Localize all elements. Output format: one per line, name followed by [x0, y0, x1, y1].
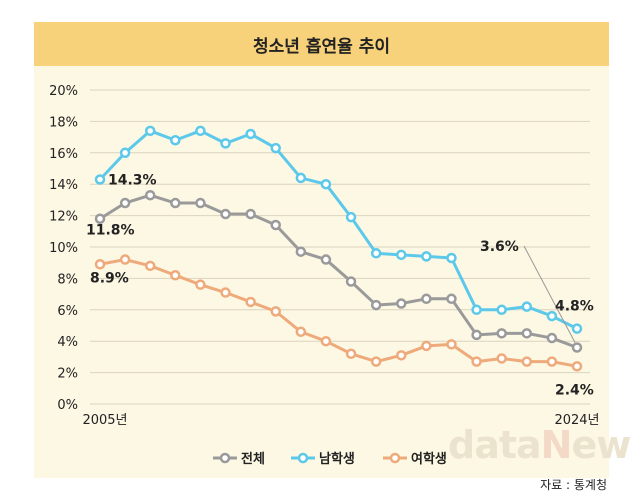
data-point	[170, 270, 181, 281]
data-point	[370, 299, 382, 311]
y-tick-label: 6%	[57, 304, 78, 319]
data-point	[195, 279, 206, 290]
data-point	[546, 356, 558, 367]
data-point	[421, 293, 432, 305]
data-point	[446, 293, 457, 305]
data-point	[94, 174, 106, 185]
data-point	[295, 172, 307, 184]
series-line	[98, 129, 578, 330]
data-label: 8.9%	[90, 270, 129, 286]
watermark-logo: dataNews	[448, 423, 631, 467]
data-point	[370, 248, 382, 259]
data-point	[119, 254, 131, 265]
data-point	[421, 251, 432, 262]
legend-label: 전체	[241, 451, 265, 467]
data-point	[270, 306, 281, 317]
source-note: 자료 : 통계청	[540, 478, 607, 492]
data-label: 3.6%	[480, 239, 519, 255]
data-point	[521, 301, 533, 312]
data-point	[220, 208, 231, 220]
data-point	[144, 189, 156, 201]
data-point	[94, 259, 106, 270]
data-point	[571, 342, 583, 353]
data-point	[94, 213, 106, 224]
data-point	[546, 332, 558, 344]
data-label: 2.4%	[555, 382, 594, 398]
data-point	[496, 353, 507, 364]
legend-label: 여학생	[411, 451, 447, 467]
data-point	[295, 326, 307, 338]
data-point	[195, 197, 206, 209]
x-tick-label: 2005년	[82, 413, 127, 428]
y-tick-label: 8%	[57, 272, 78, 287]
y-tick-label: 0%	[57, 398, 78, 413]
data-point	[446, 339, 457, 350]
y-tick-label: 10%	[49, 241, 78, 256]
data-point	[521, 356, 533, 367]
y-tick-label: 18%	[49, 115, 78, 130]
legend-swatch-marker	[297, 452, 309, 464]
data-point	[320, 335, 332, 347]
data-point	[496, 304, 507, 316]
legend-swatch-marker	[389, 452, 401, 464]
data-point	[119, 147, 131, 159]
data-point	[119, 197, 131, 209]
chart-title: 청소년 흡연율 추이	[34, 22, 609, 66]
data-point	[421, 340, 432, 352]
data-point	[245, 296, 256, 308]
data-label: 4.8%	[555, 299, 594, 315]
data-point	[471, 356, 482, 367]
data-point	[320, 254, 332, 265]
data-point	[370, 356, 382, 367]
legend-label: 남학생	[319, 451, 355, 467]
legend-swatch-marker	[219, 452, 231, 464]
data-point	[320, 178, 332, 190]
data-label: 11.8%	[86, 223, 135, 239]
data-point	[245, 128, 256, 140]
data-point	[521, 328, 533, 339]
data-point	[144, 125, 156, 137]
data-point	[345, 276, 357, 287]
y-tick-label: 20%	[49, 84, 78, 99]
data-point	[270, 142, 281, 154]
data-label: 14.3%	[108, 172, 157, 188]
annotation-leader-line	[523, 245, 576, 343]
data-point	[396, 350, 407, 361]
x-tick-label: 2024년	[554, 413, 599, 428]
data-point	[446, 252, 457, 264]
data-point	[345, 211, 357, 223]
y-tick-label: 12%	[49, 210, 78, 225]
data-point	[220, 287, 231, 298]
data-point	[345, 348, 357, 360]
y-tick-label: 2%	[57, 367, 78, 382]
data-point	[471, 329, 482, 341]
data-point	[295, 246, 307, 257]
y-tick-label: 16%	[49, 147, 78, 162]
data-point	[170, 134, 181, 146]
data-point	[571, 361, 583, 372]
chart-frame: 청소년 흡연율 추이	[34, 22, 609, 478]
data-point	[195, 125, 206, 137]
y-tick-label: 14%	[49, 178, 78, 193]
data-point	[546, 310, 558, 322]
data-point	[220, 138, 231, 149]
data-point	[571, 323, 583, 334]
data-point	[270, 219, 281, 231]
series-line	[99, 193, 578, 349]
data-point	[170, 197, 181, 209]
data-point	[144, 260, 156, 272]
data-point	[496, 328, 507, 339]
data-point	[245, 208, 256, 220]
y-tick-label: 4%	[57, 335, 78, 350]
data-point	[396, 298, 407, 309]
data-point	[396, 249, 407, 261]
data-point	[471, 304, 482, 316]
